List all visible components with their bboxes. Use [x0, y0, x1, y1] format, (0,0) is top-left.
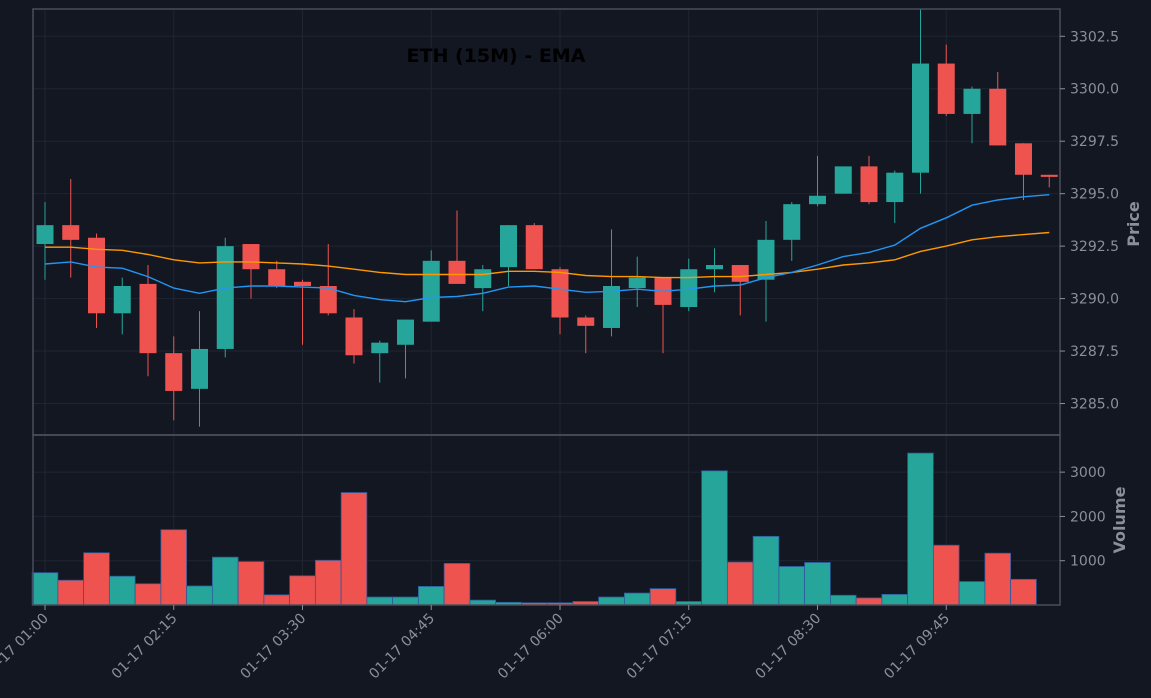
volume-bars — [31, 452, 1037, 606]
candle-body — [191, 348, 208, 389]
candle-body — [937, 63, 955, 114]
volume-bar — [211, 556, 239, 606]
candle-body — [989, 88, 1007, 146]
price-tick-label: 3287.5 — [1070, 344, 1119, 360]
volume-axis-label: Volume — [1110, 486, 1129, 553]
candle-body — [680, 269, 698, 307]
candle-body — [706, 265, 723, 270]
volume-tick-label: 1000 — [1070, 554, 1106, 570]
candle-body — [525, 225, 543, 270]
price-tick-label: 3300.0 — [1070, 82, 1119, 98]
volume-bar — [623, 592, 651, 606]
volume-bar — [598, 596, 625, 606]
ema-fast-line — [44, 194, 1050, 303]
volume-bar — [160, 529, 188, 606]
candle-body — [422, 260, 440, 322]
candle-body — [886, 172, 904, 203]
volume-bar — [263, 594, 291, 606]
candle-body — [834, 166, 852, 194]
volume-bar — [649, 588, 677, 606]
candle-body — [500, 225, 517, 268]
candle-body — [757, 239, 775, 280]
candle-body — [139, 283, 157, 354]
ema-lines — [44, 194, 1050, 303]
volume-panel-frame — [32, 434, 1061, 606]
candle-body — [345, 317, 363, 356]
candle-body — [294, 281, 311, 287]
candle-body — [963, 88, 981, 114]
candle-body — [165, 353, 183, 391]
volume-bar — [134, 583, 162, 606]
price-tick-label: 3290.0 — [1070, 292, 1119, 308]
volume-bar — [804, 562, 831, 606]
volume-bar — [829, 594, 857, 606]
candle-body — [36, 225, 54, 245]
volume-bar — [752, 535, 780, 606]
panel-frames — [32, 8, 1061, 606]
candle-body — [551, 269, 569, 318]
volume-tick-label: 3000 — [1070, 465, 1106, 481]
price-tick-label: 3292.5 — [1070, 239, 1119, 255]
candles — [36, 9, 1058, 427]
volume-bar — [958, 581, 986, 606]
candle-body — [860, 166, 878, 203]
candle-body — [397, 319, 414, 345]
candle-body — [216, 246, 234, 349]
volume-bar — [907, 452, 934, 606]
chart-title: ETH (15M) - EMA — [407, 45, 586, 67]
candle-body — [731, 265, 749, 282]
candle-body — [113, 286, 131, 314]
volume-bar — [1010, 578, 1037, 606]
volume-bar — [366, 596, 394, 606]
candle-body — [268, 269, 286, 287]
volume-bar — [340, 492, 368, 606]
volume-tick-label: 2000 — [1070, 509, 1106, 525]
volume-bar — [289, 575, 316, 606]
volume-bar — [57, 579, 85, 606]
candle-body — [1015, 143, 1032, 175]
grid-lines — [33, 9, 1060, 605]
ema-slow-line — [45, 231, 1050, 279]
price-tick-label: 3297.5 — [1070, 134, 1119, 150]
volume-bar — [778, 566, 806, 606]
candle-body — [1040, 174, 1058, 177]
volume-bar — [984, 552, 1012, 606]
candle-body — [371, 342, 389, 354]
candle-body — [628, 277, 646, 289]
candle-body — [62, 225, 80, 240]
volume-bar — [417, 586, 445, 606]
candle-body — [319, 286, 337, 314]
volume-bar — [932, 544, 960, 606]
price-tick-label: 3302.5 — [1070, 29, 1119, 45]
candle-body — [912, 63, 929, 173]
candle-body — [448, 260, 466, 284]
volume-bar — [392, 596, 419, 606]
price-axis-label: Price — [1124, 201, 1143, 247]
volume-bar — [314, 559, 342, 606]
volume-bar — [701, 470, 728, 606]
volume-bar — [855, 597, 883, 606]
volume-bar — [726, 561, 754, 606]
volume-bar — [83, 552, 110, 606]
volume-bar — [31, 572, 59, 606]
volume-bar — [186, 585, 213, 606]
candle-body — [88, 237, 105, 314]
volume-bar — [108, 575, 136, 606]
candle-body — [603, 286, 620, 328]
volume-bar — [881, 593, 909, 606]
candle-body — [577, 317, 595, 326]
volume-bar — [237, 561, 265, 606]
price-tick-label: 3295.0 — [1070, 187, 1119, 203]
candle-body — [242, 244, 260, 270]
candle-body — [474, 269, 492, 289]
candle-body — [783, 204, 801, 240]
price-tick-label: 3285.0 — [1070, 397, 1119, 413]
volume-bar — [443, 562, 471, 606]
candle-body — [809, 195, 826, 205]
